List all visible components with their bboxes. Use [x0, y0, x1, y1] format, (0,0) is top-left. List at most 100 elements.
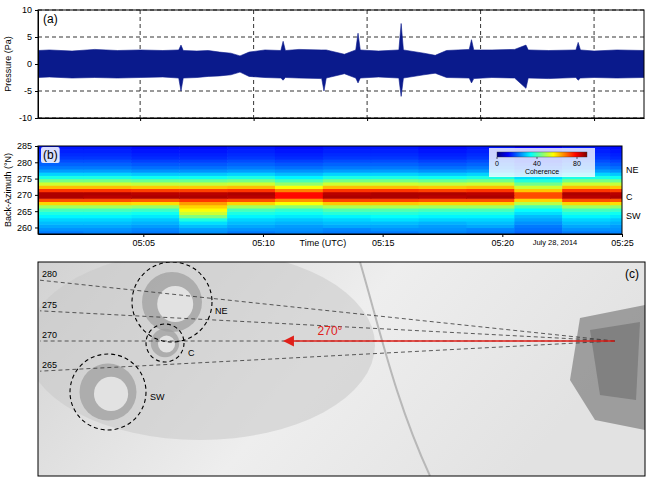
tick-label: -5: [24, 86, 32, 96]
tick-mark: [35, 195, 38, 196]
crater-shading: [80, 364, 137, 421]
ray-label: 280: [42, 269, 57, 279]
axis: 05:05 05:10 05:15 05:20 05:25: [39, 234, 634, 248]
ridge: [570, 305, 645, 430]
crater-floor: [158, 335, 175, 352]
crater-label: NE: [215, 306, 228, 316]
annotation: SW: [626, 211, 641, 221]
heatmap-cell: [227, 146, 275, 150]
tick: 0: [27, 59, 38, 69]
tick-mark: [35, 146, 38, 147]
tick-label: 0: [27, 59, 32, 69]
crater-outline: [146, 324, 184, 362]
tick: 05:10: [252, 234, 275, 248]
marks: [38, 24, 644, 97]
heatmap-cell: [131, 146, 179, 150]
colorbar: [497, 152, 587, 157]
heatmap-cell: [419, 146, 467, 150]
grid-line: [38, 91, 644, 92]
tick-label: 5: [27, 32, 32, 42]
tick-label: 05:25: [611, 238, 634, 248]
tick-label: 10: [22, 5, 32, 15]
heatmap-cells: [38, 146, 622, 234]
tick-label: 05:20: [492, 238, 515, 248]
colorbar-patch: [489, 148, 595, 177]
figure: -10-50510Pressure (Pa)(a)260265270275280…: [0, 0, 651, 479]
tick-mark: [481, 118, 482, 121]
crater-floor: [94, 377, 128, 411]
pressure-waveform: [38, 24, 644, 97]
colorbar-tick-label: 0: [495, 160, 499, 167]
azimuth-ray: [40, 341, 615, 342]
tick-mark: [35, 91, 38, 92]
tick: 280: [17, 158, 38, 168]
ray-label: 270: [42, 330, 57, 340]
tick-mark: [35, 179, 38, 180]
axis-line: [39, 234, 623, 235]
tick-label: 275: [17, 174, 32, 184]
heatmap-cell: [610, 146, 622, 150]
tick-mark: [35, 37, 38, 38]
crater-label: SW: [150, 392, 165, 402]
colorbar-tick-label: 80: [573, 160, 581, 167]
crater-shading: [142, 272, 202, 332]
tick: [254, 118, 255, 121]
axis-line: [39, 118, 645, 119]
tick: 5: [27, 32, 38, 42]
tick: [594, 118, 595, 121]
tick-mark: [254, 118, 255, 121]
azimuth-ray: [40, 280, 615, 341]
axis-line: [38, 147, 39, 235]
heatmap-cell: [179, 146, 227, 150]
tick-mark: [383, 234, 384, 237]
tick-mark: [367, 118, 368, 121]
ridge-shadow: [590, 322, 640, 400]
colorbar-tick-label: 40: [533, 160, 541, 167]
tick-mark: [263, 234, 264, 237]
tick: -5: [24, 86, 38, 96]
tick: 05:15: [372, 234, 395, 248]
tick-mark: [594, 118, 595, 121]
tick: 285: [17, 141, 38, 151]
volcano-flank: [38, 262, 375, 440]
panel-label: (b): [43, 148, 58, 162]
azimuth-ray: [40, 311, 615, 341]
tick-label: 260: [17, 223, 32, 233]
panel-label: (c): [625, 267, 639, 281]
tick-mark: [622, 234, 623, 237]
valley: [360, 262, 430, 476]
tick: 265: [17, 207, 38, 217]
map: [38, 262, 645, 476]
crater-floor: [157, 286, 193, 322]
tick-mark: [35, 211, 38, 212]
tick-label: 05:05: [133, 238, 156, 248]
axis-title: Time (UTC): [299, 238, 346, 248]
heatmap-cell: [323, 146, 371, 150]
tick: 275: [17, 174, 38, 184]
tick-mark: [35, 118, 38, 119]
tick-label: 280: [17, 158, 32, 168]
arrow-label: 270°: [318, 324, 343, 338]
tick: 260: [17, 223, 38, 233]
tick: 05:25: [611, 234, 634, 248]
tick-label: 05:15: [372, 238, 395, 248]
annotation: NE: [626, 165, 639, 175]
tick-label: 270: [17, 190, 32, 200]
grid: [38, 10, 644, 118]
plot-frame: [38, 146, 622, 234]
colorbar-tick: [577, 157, 578, 159]
ray-label: 265: [42, 360, 57, 370]
tick-label: -10: [19, 113, 32, 123]
tick-mark: [35, 162, 38, 163]
tick-mark: [502, 234, 503, 237]
annotation: C: [626, 192, 633, 202]
tick: 10: [22, 5, 38, 15]
tick: 05:05: [133, 234, 156, 248]
crater-shading: [151, 329, 180, 358]
crater-label: C: [188, 348, 195, 358]
heatmap-cell: [371, 146, 419, 150]
azimuth-arrow: [285, 340, 615, 342]
tick-mark: [35, 227, 38, 228]
tick-mark: [143, 234, 144, 237]
tick-label: 285: [17, 141, 32, 151]
